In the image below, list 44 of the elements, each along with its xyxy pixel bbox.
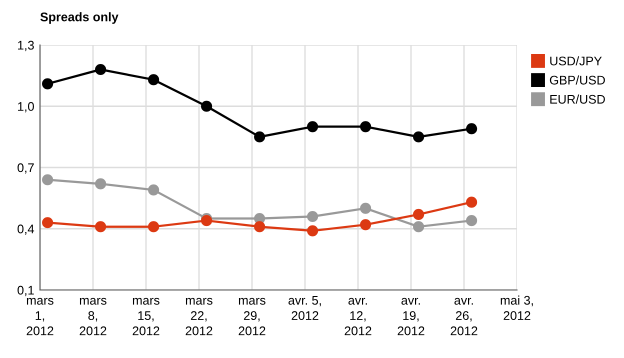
x-tick-label: avr. 26, 2012 (450, 298, 478, 336)
x-tick-label: avr. 12, 2012 (344, 298, 372, 336)
point (307, 210, 318, 222)
point (360, 202, 372, 214)
point (360, 219, 372, 230)
point (201, 100, 212, 112)
y-tick-label: 0,4 (18, 224, 34, 235)
point (254, 221, 266, 232)
point (466, 123, 478, 134)
point (95, 221, 106, 232)
x-tick-label: mars 22, 2012 (186, 298, 212, 336)
point (413, 131, 424, 142)
y-tick-label: 0,7 (18, 163, 34, 174)
legend-label: USD/JPY (550, 56, 602, 66)
point (148, 184, 160, 196)
point (42, 78, 54, 90)
x-tick-label: mars 1, 2012 (26, 298, 54, 336)
point (413, 221, 424, 232)
chart-title: Spreads only (40, 12, 118, 24)
legend-label: EUR/USD (550, 94, 605, 104)
legend-label: GBP/USD (550, 75, 605, 85)
point (201, 215, 212, 226)
x-tick-label: mai 3, 2012 (500, 296, 533, 320)
y-tick-label: 1,3 (18, 40, 34, 52)
point (95, 178, 106, 190)
x-tick-label: avr. 19, 2012 (398, 298, 424, 336)
point (95, 64, 106, 76)
point (466, 196, 478, 208)
x-tick-label: mars 29, 2012 (238, 298, 266, 336)
point (307, 225, 318, 236)
x-tick-label: avr. 5, 2012 (288, 296, 321, 320)
point (42, 174, 54, 186)
point (466, 215, 478, 226)
x-tick-label: mars 8, 2012 (80, 298, 106, 336)
y-tick-label: 1,0 (18, 102, 34, 112)
point (413, 208, 424, 220)
point (360, 121, 372, 132)
point (148, 221, 160, 232)
point (254, 131, 266, 142)
x-tick-label: mars 15, 2012 (132, 298, 160, 336)
y-tick-label: 0,1 (18, 286, 34, 296)
point (307, 121, 318, 132)
point (42, 217, 54, 228)
point (148, 74, 160, 86)
